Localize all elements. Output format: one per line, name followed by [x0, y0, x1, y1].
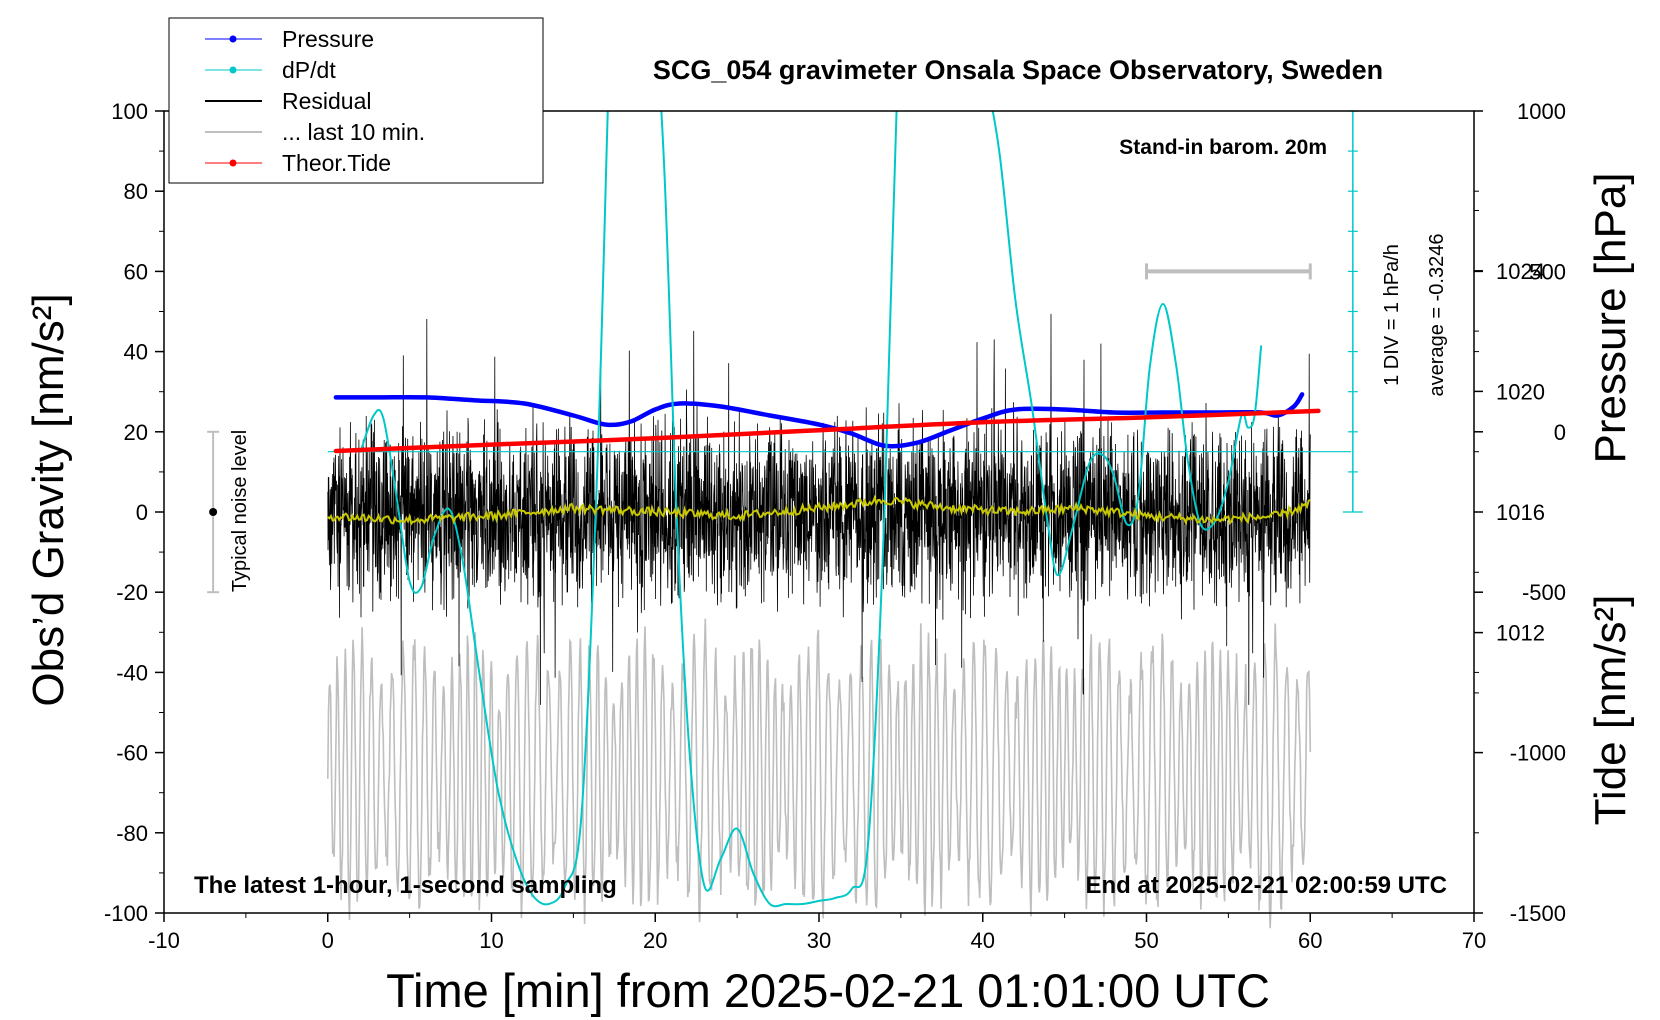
legend: Pressure dP/dt Residual ... last 10 min.…: [168, 17, 544, 184]
pressure-tick-label: 1020: [1496, 379, 1545, 404]
y-tick-label: 100: [111, 99, 148, 124]
y-tick-label: -60: [116, 741, 148, 766]
residual-layer: [327, 313, 1311, 705]
y-axis-title-pressure: Pressure [hPa]: [1586, 172, 1635, 463]
legend-label-last10: ... last 10 min.: [282, 119, 425, 145]
x-tick-label: 40: [971, 928, 995, 953]
legend-entry-last10: ... last 10 min.: [205, 119, 425, 145]
legend-marker-dpdt: [229, 66, 237, 74]
legend-label-dpdt: dP/dt: [282, 57, 336, 83]
legend-marker-tide: [229, 159, 237, 167]
x-tick-label: 0: [322, 928, 334, 953]
y-tick-label: 80: [124, 179, 148, 204]
last10-trace: [327, 618, 1312, 929]
y-tick-label: -80: [116, 821, 148, 846]
x-tick-label: 60: [1298, 928, 1322, 953]
series-theor-tide: [333, 408, 1321, 454]
legend-label-pressure: Pressure: [282, 26, 374, 52]
y-tick-label: 0: [136, 500, 148, 525]
series-dp-dt: [359, 111, 1263, 908]
tide-tick-label: 0: [1554, 420, 1566, 445]
x-tick-label: 50: [1134, 928, 1158, 953]
y-tick-label: 20: [124, 420, 148, 445]
dpdt-average-label: average = -0.3246: [1426, 234, 1448, 397]
barometer-note: Stand-in barom. 20m: [1119, 136, 1327, 159]
x-tick-label: 70: [1462, 928, 1486, 953]
series-residual-smoothed: [327, 494, 1311, 526]
legend-entry-residual: Residual: [205, 88, 372, 114]
tide-tick-label: -1500: [1510, 901, 1566, 926]
pressure-tick-label: 1012: [1496, 621, 1545, 646]
series-layer: [207, 110, 1363, 908]
legend-entry-dpdt: dP/dt: [205, 57, 336, 83]
chart-title: SCG_054 gravimeter Onsala Space Observat…: [653, 55, 1383, 85]
x-tick-label: -10: [148, 928, 180, 953]
legend-label-residual: Residual: [282, 88, 372, 114]
end-time-note: End at 2025-02-21 02:00:59 UTC: [1086, 872, 1448, 899]
tide-tick-label: -1000: [1510, 741, 1566, 766]
legend-label-tide: Theor.Tide: [282, 150, 391, 176]
x-tick-label: 10: [479, 928, 503, 953]
tide-tick-label: 500: [1529, 259, 1566, 284]
residual-trace: [327, 313, 1311, 705]
y-tick-label: -100: [104, 901, 148, 926]
noise-bar-center: [209, 508, 218, 516]
last10-layer: [327, 618, 1312, 929]
y-tick-label: -20: [116, 580, 148, 605]
y-tick-label: 60: [124, 259, 148, 284]
axes-layer: -10 0 10 20 30 40 50 60 70-100-80-60-40-20020406…: [104, 99, 1566, 953]
period-note: The latest 1-hour, 1-second sampling: [194, 872, 617, 899]
x-axis-title: Time [min] from 2025-02-21 01:01:00 UTC: [386, 964, 1270, 1017]
tide-tick-label: 1000: [1517, 99, 1566, 124]
y-axis-title-gravity: Obs’d Gravity [nm/s²]: [24, 293, 73, 706]
legend-entry-tide: Theor.Tide: [205, 150, 391, 176]
pressure-tick-label: 1016: [1496, 500, 1545, 525]
tide-tick-label: -500: [1522, 580, 1566, 605]
pressure-tick-label: 1024: [1496, 259, 1545, 284]
y-tick-label: -40: [116, 660, 148, 685]
x-tick-label: 20: [643, 928, 667, 953]
dpdt-scale-label: 1 DIV = 1 hPa/h: [1381, 244, 1403, 386]
x-tick-label: 30: [807, 928, 831, 953]
series-pressure: [333, 392, 1305, 449]
y-axis-title-tide: Tide [nm/s²]: [1586, 595, 1635, 826]
noise-level-label: Typical noise level: [229, 430, 251, 592]
y-tick-label: 40: [124, 340, 148, 365]
legend-entry-pressure: Pressure: [205, 26, 374, 52]
legend-marker-pressure: [229, 35, 237, 43]
